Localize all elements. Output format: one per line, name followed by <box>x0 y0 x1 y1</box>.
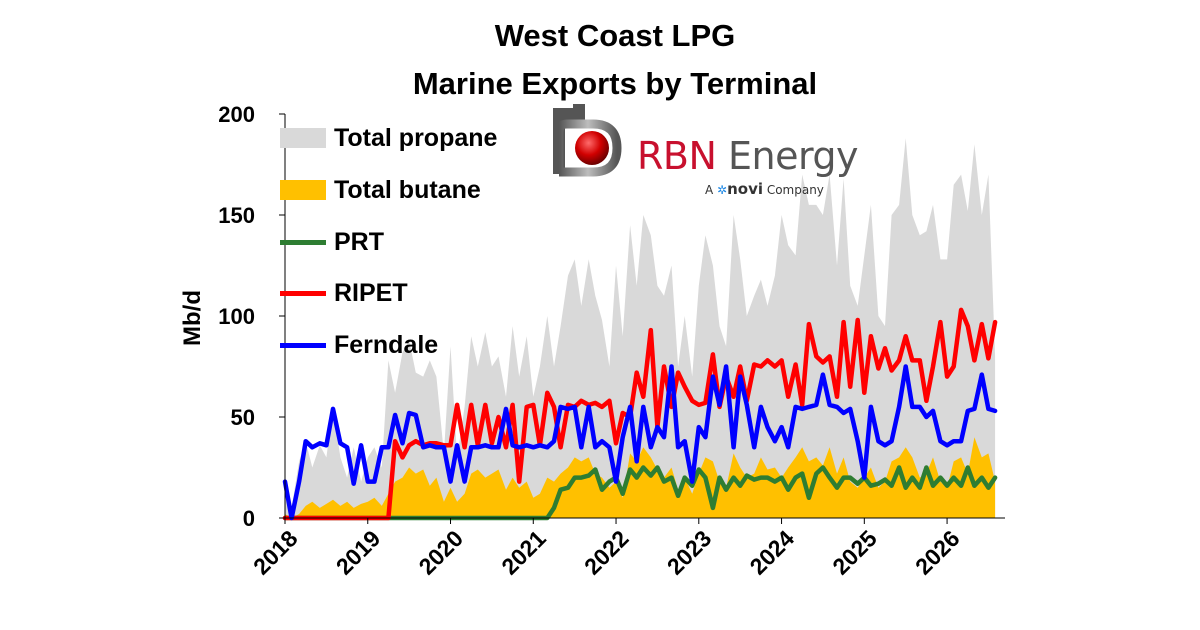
x-tick-label: 2021 <box>496 525 551 580</box>
y-tick-labels: 0 50 100 150 200 <box>218 102 255 531</box>
x-tick-label: 2025 <box>827 525 882 580</box>
x-tick-label: 2023 <box>662 525 717 580</box>
legend-item-total-propane: Total propane <box>280 118 497 158</box>
legend-item-ripet: RIPET <box>280 273 408 313</box>
series-line-ripet <box>282 307 998 521</box>
legend-label: RIPET <box>334 278 408 307</box>
legend-label: Total butane <box>334 175 481 204</box>
rbn-logo-icon <box>553 104 622 177</box>
brand-tagline: A ✲novi Company <box>705 180 824 198</box>
legend-line-ferndale <box>280 342 326 348</box>
plot-lines <box>282 307 998 521</box>
x-tick-label: 2019 <box>331 525 386 580</box>
chart-subtitle: Marine Exports by Terminal <box>412 66 818 101</box>
legend-label: Total propane <box>334 123 498 152</box>
y-axis-label: Mb/d <box>179 290 206 346</box>
x-tick-label: 2026 <box>910 525 965 580</box>
legend-label: PRT <box>334 227 384 256</box>
y-tick-label: 200 <box>218 102 255 127</box>
y-tick-label: 50 <box>231 405 255 430</box>
x-tick-label: 2020 <box>413 525 468 580</box>
legend-item-prt: PRT <box>280 222 384 262</box>
legend-swatch-total-butane <box>280 180 326 200</box>
legend-item-total-butane: Total butane <box>280 170 481 210</box>
y-tick-label: 0 <box>243 506 255 531</box>
x-tick-label: 2018 <box>248 525 303 580</box>
chart-title: West Coast LPG <box>494 18 736 53</box>
legend-item-ferndale: Ferndale <box>280 325 438 365</box>
x-tick-label: 2022 <box>579 525 634 580</box>
legend-label: Ferndale <box>334 330 439 359</box>
novi-icon: ✲ <box>717 183 728 197</box>
rbn-energy-logo: RBN Energy A ✲novi Company <box>545 102 859 202</box>
legend-line-prt <box>280 239 326 245</box>
x-tick-labels: 2018 2019 2020 2021 2022 2023 2024 2025 2026 <box>248 525 965 580</box>
y-tick-label: 100 <box>218 304 255 329</box>
y-tick-label: 150 <box>218 203 255 228</box>
series-area-total-butane <box>285 437 996 518</box>
legend-line-ripet <box>280 290 326 296</box>
x-tick-label: 2024 <box>745 525 800 580</box>
brand-name: RBN Energy <box>637 134 859 178</box>
legend-swatch-total-propane <box>280 128 326 148</box>
series-line-ferndale <box>282 364 998 521</box>
